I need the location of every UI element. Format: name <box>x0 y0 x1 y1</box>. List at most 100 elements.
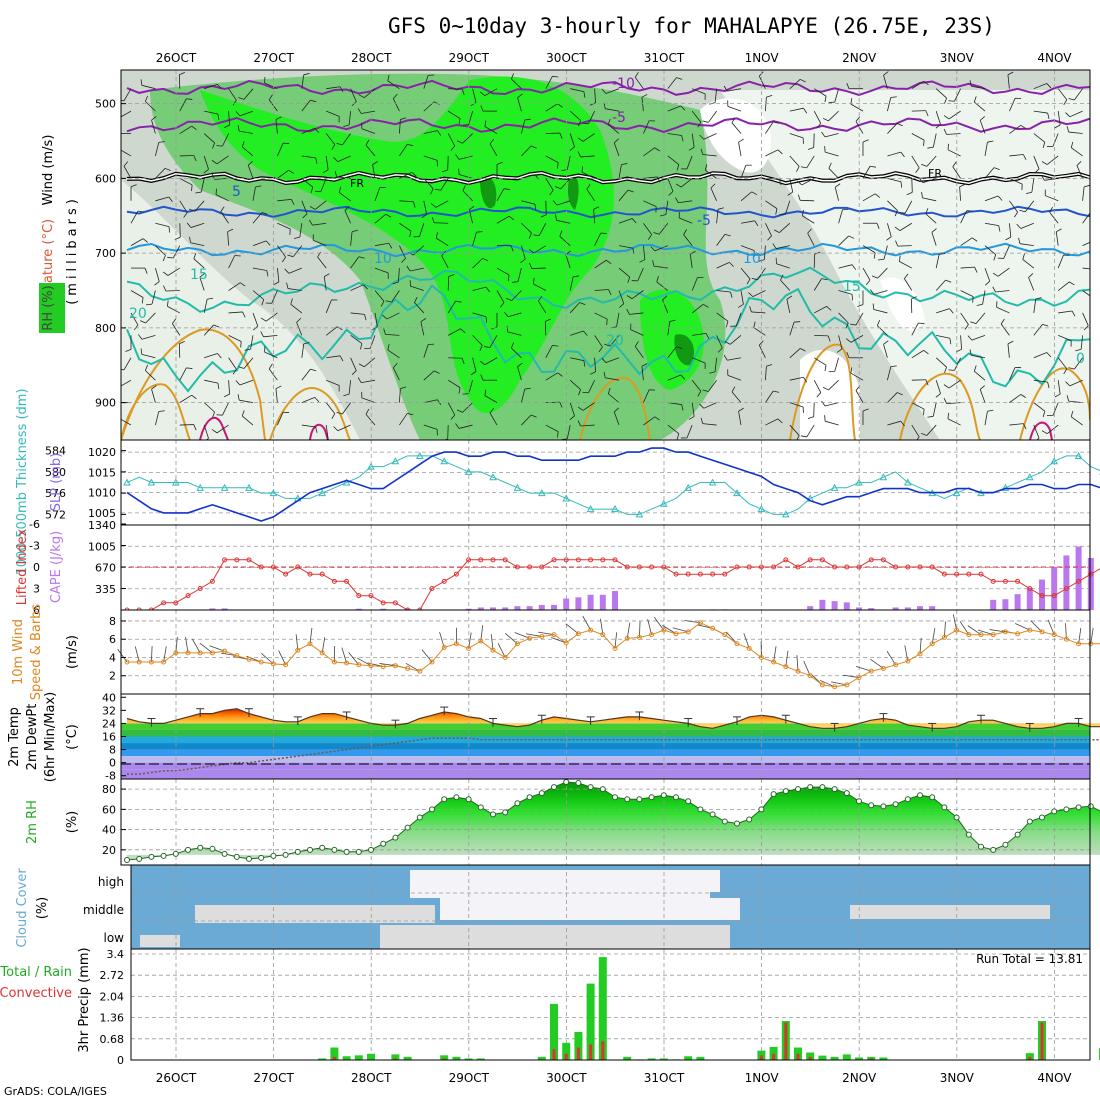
date-label: 28OCT <box>351 51 392 65</box>
wind-barb-feather <box>479 360 486 366</box>
cape-bar <box>221 608 228 610</box>
wind-barb-feather <box>697 121 702 128</box>
wind-barb-feather <box>559 401 563 408</box>
wind-barb-feather <box>896 123 903 127</box>
wind-barb-feather <box>869 165 876 168</box>
wind-barb-feather <box>443 438 448 440</box>
wind-barb-feather <box>577 151 581 158</box>
wind-barb <box>301 424 316 428</box>
wind-speed-markers <box>124 620 1094 690</box>
wind-barb-feather <box>573 275 580 278</box>
wind-barb <box>692 357 706 364</box>
wind-barb <box>1033 110 1048 114</box>
wind-barb-feather <box>766 94 773 98</box>
wind-barb-feather <box>530 414 537 418</box>
wind-barb-feather <box>807 416 814 419</box>
wind-barb-feather <box>302 213 308 219</box>
wind-barb-feather <box>780 274 784 281</box>
wind-barb-feather <box>524 118 531 121</box>
cape-bar <box>929 606 936 610</box>
wind-barb-feather <box>987 409 994 412</box>
wind-barb-feather <box>918 177 924 183</box>
precip-bar <box>879 1057 888 1060</box>
wind-barb-feather <box>822 387 829 391</box>
wind-barb <box>629 312 644 315</box>
surface-wind-barb <box>886 651 896 665</box>
wind-barb <box>1058 334 1072 341</box>
wind-barb-feather <box>191 394 197 400</box>
wind-barb-feather <box>507 275 510 282</box>
wind-barb-feather <box>114 383 119 387</box>
rh-marker <box>453 794 460 801</box>
rh-marker <box>136 855 143 862</box>
thickness-marker <box>879 473 888 481</box>
wind-barb-feather <box>738 407 744 412</box>
wind-barb-feather <box>232 369 237 375</box>
wind-barb-feather <box>797 180 803 186</box>
wind-barb <box>228 334 242 342</box>
wind-barb <box>765 121 774 134</box>
wind-marker <box>978 632 984 638</box>
wind-barb-feather <box>699 134 705 140</box>
wind-barb-feather <box>949 338 952 345</box>
wind-barb <box>887 151 901 157</box>
wind-barb-feather <box>293 236 300 239</box>
wind-marker <box>685 629 691 635</box>
convective-bar <box>1040 1022 1044 1060</box>
wind-barb <box>979 120 986 134</box>
wind-barb <box>618 218 633 224</box>
rh-marker <box>441 796 448 803</box>
wind-barb <box>643 200 657 207</box>
wind-barb <box>220 211 229 224</box>
li-marker <box>1002 578 1008 584</box>
wind-barb-feather <box>952 161 957 168</box>
surface-wind-barb <box>565 623 579 635</box>
wind-barb <box>250 335 254 350</box>
wind-barb <box>277 143 284 157</box>
rh-bright-green <box>200 76 614 414</box>
wind-barb <box>834 187 839 201</box>
wind-barb <box>468 209 473 224</box>
wind-barb-feather <box>333 426 339 432</box>
wind-barb <box>325 133 336 145</box>
wind-marker <box>624 635 630 641</box>
wind-marker <box>136 659 142 665</box>
thickness-marker <box>733 489 741 497</box>
wind-barb-feather <box>430 188 434 195</box>
wind-barb-feather <box>586 184 591 190</box>
wind-barb <box>436 237 449 246</box>
precip-bar <box>464 1058 473 1060</box>
cape-bar <box>1063 555 1070 610</box>
wind-barb <box>954 88 961 102</box>
wind-barb-feather <box>935 124 941 129</box>
wind-barb-feather <box>911 296 917 300</box>
wind-marker <box>734 641 740 647</box>
wind-barb <box>179 125 192 134</box>
li-marker <box>990 578 996 584</box>
date-label: 27OCT <box>253 51 294 65</box>
wind-barb-feather <box>1036 437 1040 440</box>
wind-barb-feather <box>172 318 177 324</box>
wind-barb-feather <box>357 377 362 383</box>
rh-marker <box>270 852 277 859</box>
wind-barb <box>789 348 801 359</box>
wind-barb-feather <box>557 103 563 108</box>
rh-marker <box>770 791 777 798</box>
rh-light-area <box>121 180 360 440</box>
wind-barb-feather <box>1042 142 1046 149</box>
isotherm-contour <box>126 284 1090 393</box>
wind-barb <box>582 402 595 411</box>
wind-marker <box>746 645 752 651</box>
wind-barb <box>243 357 254 369</box>
rh-axis-label: RH (%) <box>41 285 56 330</box>
wind-barb-feather <box>275 385 282 390</box>
wind-barb <box>472 258 483 269</box>
wind-barb <box>123 166 132 179</box>
wind-barb-feather <box>387 344 390 351</box>
wind-barb <box>222 402 229 416</box>
wind-barb <box>1009 200 1018 213</box>
li-marker <box>917 564 923 570</box>
wind-barb <box>641 97 644 112</box>
tick-label: 2.72 <box>100 969 125 982</box>
